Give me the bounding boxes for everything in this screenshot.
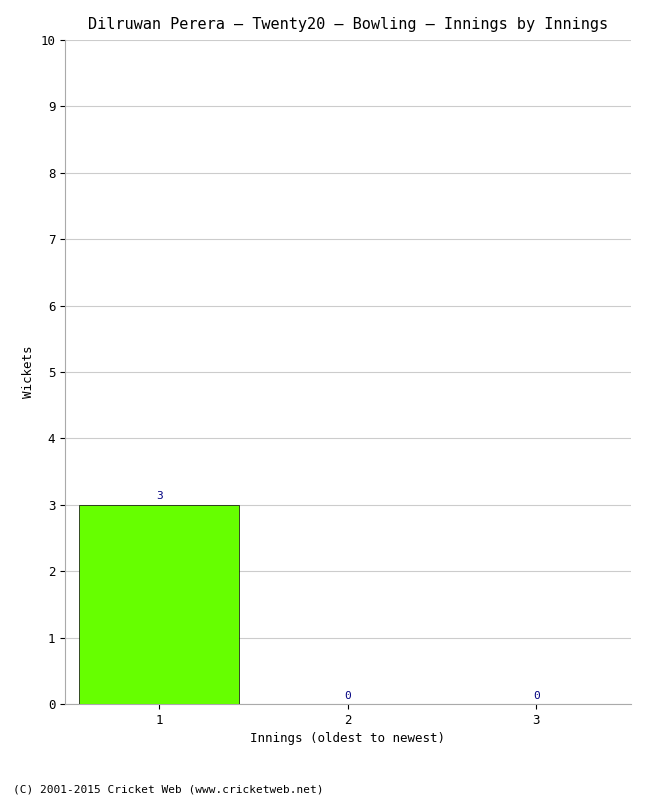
Y-axis label: Wickets: Wickets — [21, 346, 34, 398]
Title: Dilruwan Perera – Twenty20 – Bowling – Innings by Innings: Dilruwan Perera – Twenty20 – Bowling – I… — [88, 17, 608, 32]
Text: 0: 0 — [533, 690, 540, 701]
X-axis label: Innings (oldest to newest): Innings (oldest to newest) — [250, 732, 445, 746]
Text: 3: 3 — [156, 491, 162, 502]
Text: (C) 2001-2015 Cricket Web (www.cricketweb.net): (C) 2001-2015 Cricket Web (www.cricketwe… — [13, 784, 324, 794]
Bar — [79, 505, 239, 704]
Text: 0: 0 — [344, 690, 351, 701]
